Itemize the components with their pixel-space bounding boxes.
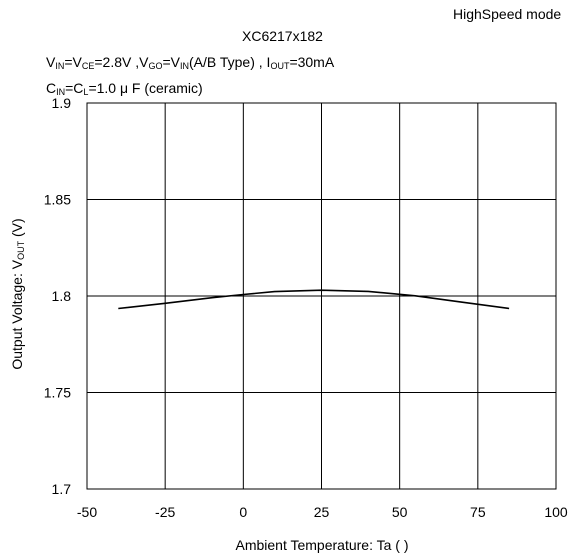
- cond2-sub-in: IN: [56, 87, 66, 97]
- cond2-eq: =C: [65, 80, 84, 96]
- x-tick-label: 100: [544, 504, 568, 520]
- x-tick-label: 75: [470, 504, 486, 520]
- condition-line-2: CIN=CL=1.0 μ F (ceramic): [46, 80, 203, 97]
- cond-sub-in2: IN: [180, 61, 189, 71]
- cond-d: =30mA: [289, 54, 335, 70]
- cond-sub-in: IN: [55, 61, 65, 71]
- cond2-sub-l: L: [83, 87, 89, 97]
- y-tick-label: 1.85: [44, 192, 71, 208]
- x-tick-labels: -50 -25 0 25 50 75 100: [77, 504, 568, 520]
- x-tick-label: 50: [392, 504, 408, 520]
- cond-sub-out: OUT: [270, 61, 290, 71]
- x-tick-label: 0: [239, 504, 247, 520]
- x-tick-label: 25: [314, 504, 330, 520]
- y-label-sub: OUT: [16, 240, 26, 260]
- y-tick-label: 1.9: [52, 95, 72, 111]
- cond2-c: C: [46, 80, 57, 96]
- y-tick-label: 1.7: [52, 481, 72, 497]
- y-tick-label: 1.8: [52, 288, 72, 304]
- y-axis-label: Output Voltage: VOUT (V): [9, 218, 26, 369]
- cond-v: V: [46, 54, 56, 70]
- plot-frame: [86, 102, 557, 490]
- cond-b: =V: [162, 54, 180, 70]
- condition-line-1: VIN=VCE=2.8V ,VGO=VIN(A/B Type) , IOUT=3…: [46, 54, 335, 71]
- mode-label: HighSpeed mode: [453, 6, 562, 22]
- cond-c: (A/B Type) , I: [189, 54, 271, 70]
- cond-sub-ce: CE: [81, 61, 95, 71]
- grid-lines: [87, 103, 556, 489]
- part-number: XC6217x182: [242, 28, 323, 44]
- cond-eq: =V: [64, 54, 82, 70]
- x-tick-label: -25: [155, 504, 175, 520]
- series-line: [118, 289, 510, 310]
- cond-sub-go: GO: [148, 61, 163, 71]
- cond2-rest: =1.0 μ F (ceramic): [88, 80, 203, 96]
- cond-a: =2.8V ,V: [94, 54, 149, 70]
- y-label-post: (V): [9, 218, 25, 241]
- y-tick-labels: 1.7 1.75 1.8 1.85 1.9: [44, 95, 71, 497]
- y-label-pre: Output Voltage: V: [9, 259, 25, 369]
- x-axis-label: Ambient Temperature: Ta ( ): [235, 537, 408, 553]
- x-tick-label: -50: [77, 504, 97, 520]
- y-tick-label: 1.75: [44, 385, 71, 401]
